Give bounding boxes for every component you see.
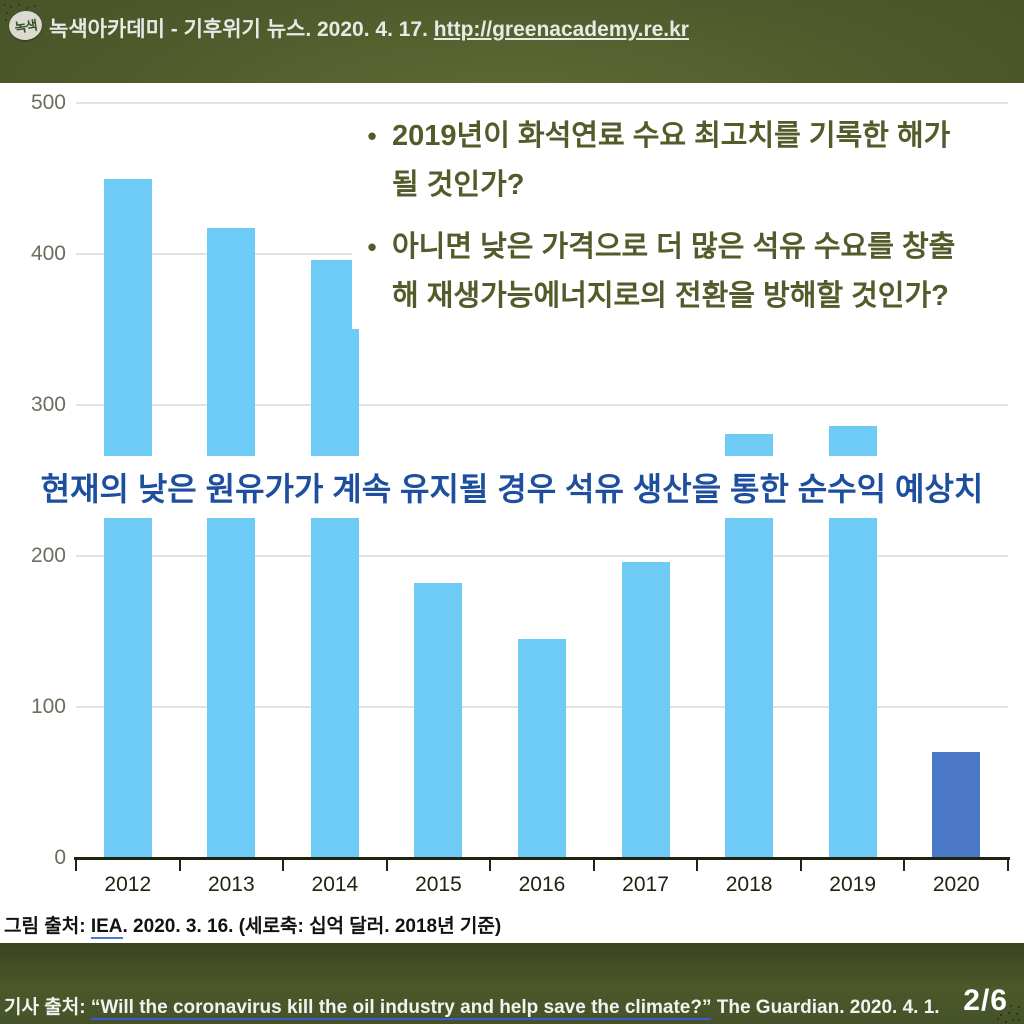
bar-2020	[932, 752, 981, 858]
caption-prefix: 그림 출처:	[4, 916, 91, 937]
footer-bar: 기사 출처: “Will the coronavirus kill the oi…	[0, 943, 1024, 1024]
article-source-prefix: 기사 출처:	[4, 997, 91, 1018]
article-source-suffix: The Guardian. 2020. 4. 1.	[711, 997, 940, 1018]
figure-source-caption: 그림 출처: IEA. 2020. 3. 16. (세로축: 십억 달러. 20…	[4, 911, 502, 939]
article-source: 기사 출처: “Will the coronavirus kill the oi…	[4, 992, 940, 1020]
x-axis-tick	[1007, 858, 1009, 871]
x-axis-tick	[282, 858, 285, 871]
gridline-200	[76, 555, 1008, 557]
x-axis-line	[74, 857, 1010, 860]
bar-2014	[310, 260, 359, 858]
bullet-text-1: 2019년이 화석연료 수요 최고치를 기록한 해가 될 것인가?	[392, 120, 951, 201]
speckle-decoration-bottom	[1018, 1019, 1020, 1021]
x-axis-label-2019: 2019	[829, 873, 876, 896]
bar-2012	[103, 178, 152, 858]
x-axis-tick	[592, 858, 595, 871]
bar-2015	[414, 583, 463, 858]
plot-area: 0 100 200 300 400 500 2012 2013 2014 2015 2016 2017…	[31, 91, 1010, 896]
y-axis-label-500: 500	[30, 91, 66, 114]
y-axis-label-300: 300	[30, 393, 66, 416]
guardian-article-link[interactable]: “Will the coronavirus kill the oil indus…	[90, 997, 712, 1020]
y-axis-label-400: 400	[30, 242, 66, 265]
x-axis-tick	[178, 858, 181, 871]
caption-suffix: . 2020. 3. 16. (세로축: 십억 달러. 2018년 기준)	[122, 916, 502, 937]
x-axis-tick	[385, 858, 388, 871]
y-axis-label-100: 100	[30, 695, 66, 718]
logo-text: 녹색	[13, 17, 38, 36]
x-axis-label-2017: 2017	[622, 873, 669, 896]
y-axis-label-200: 200	[30, 544, 66, 567]
chart-title-annotation: 현재의 낮은 원유가가 계속 유지될 경우 석유 생산을 통한 순수익 예상치	[0, 456, 1024, 518]
bar-2016	[518, 639, 566, 858]
x-axis-tick	[489, 858, 492, 871]
header-title: 녹색아카데미 - 기후위기 뉴스. 2020. 4. 17. http://gr…	[49, 16, 689, 44]
x-axis-label-2014: 2014	[311, 873, 359, 896]
x-axis-label-2016: 2016	[518, 873, 566, 896]
bullet-item-1: • 2019년이 화석연료 수요 최고치를 기록한 해가 될 것인가?	[352, 112, 1020, 210]
x-axis-tick	[903, 858, 906, 871]
bullet-text-2: 아니면 낮은 가격으로 더 많은 석유 수요를 창출 해 재생가능에너지로의 전환…	[392, 231, 956, 312]
x-axis-label-2018: 2018	[725, 873, 773, 896]
bullet-list: • 2019년이 화석연료 수요 최고치를 기록한 해가 될 것인가? • 아니면 낮은…	[352, 106, 1020, 329]
speckle-decoration	[4, 4, 6, 6]
gridline-500	[76, 102, 1008, 104]
bar-2013	[207, 228, 256, 858]
y-axis-label-0: 0	[54, 846, 66, 869]
header-bar: 녹색 녹색아카데미 - 기후위기 뉴스. 2020. 4. 17. http:/…	[0, 0, 1024, 83]
bar-2017	[621, 562, 670, 858]
x-axis-tick	[799, 858, 802, 871]
x-axis-label-2013: 2013	[207, 873, 255, 896]
x-axis-tick	[696, 858, 699, 871]
iea-link[interactable]: IEA	[90, 916, 123, 939]
green-academy-logo: 녹색	[7, 8, 44, 43]
x-axis-tick	[75, 858, 77, 871]
bullet-item-2: • 아니면 낮은 가격으로 더 많은 석유 수요를 창출 해 재생가능에너지로의 전…	[352, 223, 1020, 321]
chart-title-text: 현재의 낮은 원유가가 계속 유지될 경우 석유 생산을 통한 순수익 예상치	[40, 471, 984, 507]
gridline-300	[76, 404, 1008, 406]
header-title-text: 녹색아카데미 - 기후위기 뉴스. 2020. 4. 17.	[49, 18, 434, 41]
header-url-link[interactable]: http://greenacademy.re.kr	[433, 18, 689, 41]
x-axis-label-2020: 2020	[932, 873, 980, 896]
page-number: 2/6	[963, 984, 1008, 1017]
x-axis-label-2012: 2012	[104, 873, 152, 896]
x-axis-label-2015: 2015	[415, 873, 462, 896]
bullet-marker-icon: •	[367, 121, 377, 151]
bullet-marker-icon: •	[367, 232, 377, 262]
